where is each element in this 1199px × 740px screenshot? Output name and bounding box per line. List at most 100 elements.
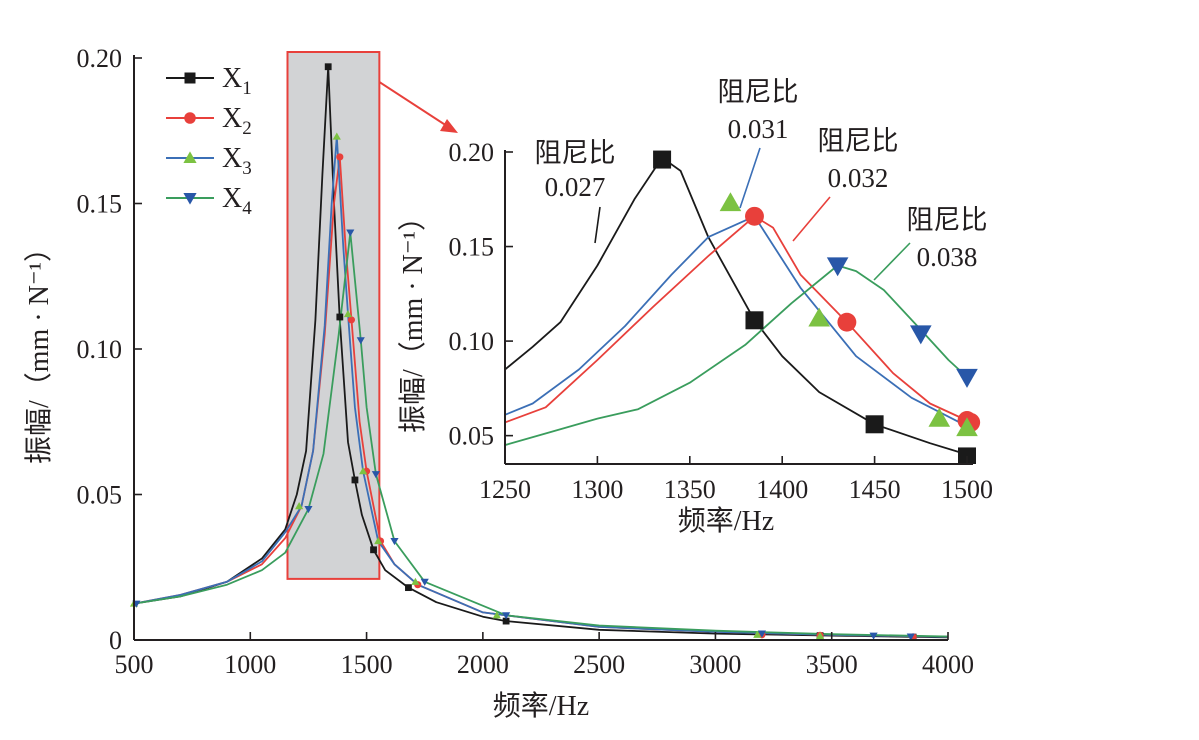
- inset-y-tick-label: 0.20: [449, 138, 495, 167]
- legend-label-x2: X2: [222, 103, 252, 139]
- inset-line-x1: [505, 156, 968, 456]
- inset-x-tick-label: 1450: [849, 475, 901, 504]
- main-x-tick-label: 2000: [457, 650, 509, 679]
- inset-line-x3: [505, 215, 968, 428]
- main-marker-x3: [343, 310, 353, 318]
- main-marker-x3: [411, 577, 420, 585]
- main-marker-x1: [324, 63, 332, 71]
- damping-label-x1: 阻尼比: [535, 138, 616, 168]
- main-marker-x4: [346, 229, 355, 237]
- damping-value-x4: 0.038: [917, 242, 978, 272]
- main-marker-x4: [356, 337, 365, 345]
- inset-marker-x1: [958, 447, 976, 464]
- main-marker-x4: [420, 578, 429, 586]
- inset-x-tick-label: 1500: [941, 475, 993, 504]
- inset-marker-x3: [928, 407, 951, 427]
- inset-x-tick-label: 1400: [756, 475, 808, 504]
- damping-value-x2: 0.032: [828, 163, 889, 193]
- main-marker-x3: [295, 502, 304, 510]
- main-marker-x3: [492, 611, 501, 619]
- main-x-tick-label: 500: [115, 650, 154, 679]
- inset-marker-x1: [865, 415, 884, 434]
- main-x-tick-label: 3000: [689, 650, 741, 679]
- inset-marker-x2: [837, 312, 857, 332]
- inset-x-tick-label: 1350: [664, 475, 716, 504]
- legend-marker-x3: [183, 151, 197, 163]
- damping-label-x3: 阻尼比: [718, 77, 799, 107]
- inset-chart: 1250 1300 1350 1400 1450 1500 0.05 0.10 0.15 0.20…: [397, 77, 995, 537]
- inset-marker-x1: [653, 150, 672, 169]
- inset-y-axis-label: 振幅/（mm · N⁻¹）: [397, 203, 429, 433]
- main-marker-x1: [370, 546, 377, 554]
- inset-y-tick-label: 0.15: [449, 233, 495, 262]
- damping-pointer-x3: [739, 147, 761, 209]
- main-marker-x3: [374, 536, 383, 545]
- inset-background: [503, 138, 995, 466]
- inset-x-tick-label: 1250: [479, 475, 531, 504]
- main-marker-x4: [906, 633, 915, 641]
- inset-marker-x3: [719, 192, 742, 212]
- main-marker-x4: [304, 505, 313, 514]
- main-x-tick-label: 2500: [573, 650, 625, 679]
- main-marker-x2: [347, 316, 356, 324]
- main-marker-x3: [816, 631, 825, 639]
- main-marker-x1: [405, 584, 412, 592]
- main-marker-x4: [371, 471, 380, 479]
- main-x-axis-label: 频率/Hz: [493, 690, 589, 722]
- main-y-tick-label: 0.20: [77, 44, 123, 73]
- inset-marker-x4: [956, 368, 978, 388]
- main-x-tick-label: 4000: [922, 650, 974, 679]
- damping-value-x1: 0.027: [545, 172, 606, 202]
- inset-marker-x4: [910, 325, 932, 345]
- main-y-tick-label: 0: [109, 626, 122, 655]
- legend-label-x4: X4: [222, 183, 252, 219]
- legend-marker-x2: [184, 112, 196, 124]
- zoom-highlight-region: [286, 51, 381, 580]
- main-x-tick-label: 3500: [806, 650, 858, 679]
- main-marker-x3: [359, 467, 368, 475]
- main-marker-x1: [502, 617, 510, 625]
- main-marker-x1: [351, 476, 359, 484]
- main-y-tick-label: 0.15: [77, 190, 123, 219]
- inset-marker-x1: [745, 311, 764, 330]
- inset-marker-x2: [745, 206, 764, 226]
- main-marker-x4: [502, 612, 511, 620]
- inset-marker-x3: [808, 307, 830, 327]
- main-marker-x1: [336, 313, 344, 321]
- inset-x-tick-label: 1300: [571, 475, 623, 504]
- inset-x-axis-label: 频率/Hz: [678, 505, 774, 537]
- legend-marker-x1: [184, 72, 196, 84]
- main-x-tick-label: 1500: [341, 650, 393, 679]
- main-y-tick-label: 0.10: [77, 335, 123, 364]
- legend: X1 X2 X3 X4: [166, 63, 252, 219]
- damping-pointer-x1: [594, 206, 601, 244]
- damping-value-x3: 0.031: [728, 114, 789, 144]
- main-marker-x4: [390, 538, 399, 546]
- main-marker-x4: [869, 632, 878, 640]
- damping-pointer-x4: [873, 242, 911, 281]
- main-chart: 500 1000 1500 2000 2500 3000 3500 4000 0 0.05 0.10…: [23, 44, 974, 722]
- inset-y-tick-label: 0.05: [449, 422, 495, 451]
- inset-y-tick-label: 0.10: [449, 327, 495, 356]
- main-marker-x2: [336, 153, 344, 161]
- legend-label-x1: X1: [222, 63, 252, 99]
- main-x-tick-label: 1000: [224, 650, 276, 679]
- legend-marker-x4: [183, 193, 197, 205]
- main-marker-x3: [753, 630, 762, 638]
- main-y-tick-label: 0.05: [77, 481, 123, 510]
- main-y-axis-label: 振幅/（mm · N⁻¹）: [23, 234, 55, 464]
- inset-marker-x4: [826, 257, 849, 277]
- main-marker-x4: [757, 630, 767, 638]
- damping-label-x2: 阻尼比: [818, 126, 899, 156]
- legend-label-x3: X3: [222, 143, 252, 179]
- main-marker-x3: [332, 132, 341, 140]
- damping-label-x4: 阻尼比: [907, 205, 988, 235]
- zoom-arrow-line: [378, 81, 451, 129]
- inset-line-x2: [505, 215, 968, 424]
- inset-marker-x3: [956, 417, 978, 437]
- zoom-arrow-head: [440, 119, 458, 133]
- inset-plot-area: [505, 150, 981, 464]
- damping-pointer-x2: [792, 196, 831, 242]
